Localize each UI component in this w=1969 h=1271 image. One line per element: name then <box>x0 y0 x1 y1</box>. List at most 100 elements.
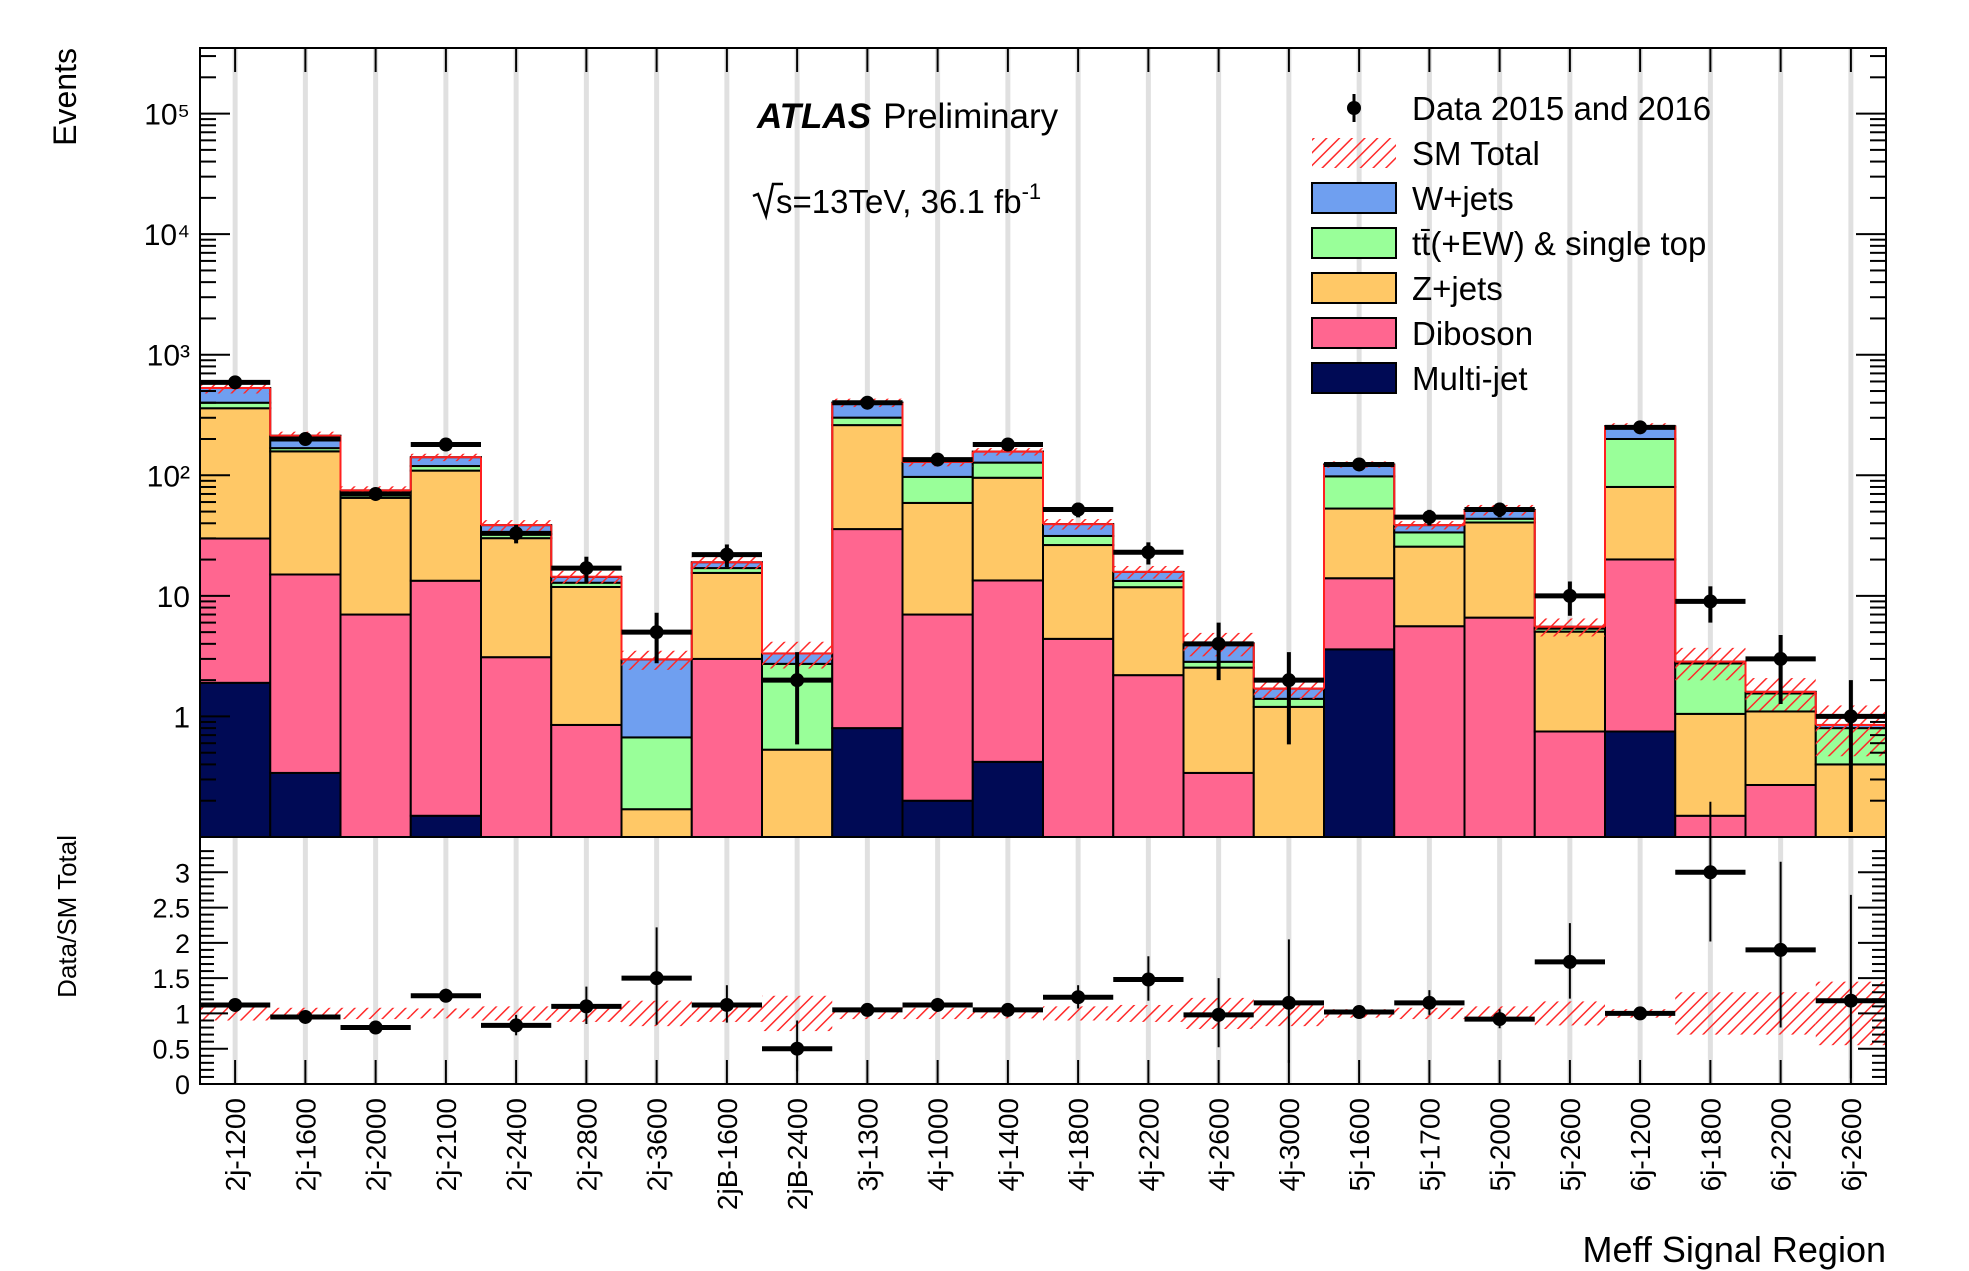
ratio-point <box>438 988 453 1003</box>
x-axis-title: Meff Signal Region <box>1582 1229 1886 1270</box>
x-tick-label: 6j-1800 <box>1695 1098 1726 1191</box>
x-tick-label: 4j-3000 <box>1274 1098 1305 1191</box>
svg-text:s=13TeV, 36.1 fb-1: s=13TeV, 36.1 fb-1 <box>776 179 1041 220</box>
ratio-point <box>1281 995 1296 1010</box>
x-tick-label: 3j-1300 <box>852 1098 883 1191</box>
data-point <box>1562 588 1577 603</box>
data-point <box>228 375 243 390</box>
bar-z-jets <box>1533 630 1606 733</box>
bar-z-jets <box>269 450 342 576</box>
y-tick-label: 1 <box>173 701 190 734</box>
ratio-points <box>200 801 1886 1079</box>
data-point <box>1703 594 1718 609</box>
bar-multi-jet <box>409 814 482 837</box>
plot-frames <box>199 47 1887 1085</box>
x-tick-label: 2j-2000 <box>361 1098 392 1191</box>
bar-tt-ew-single-top <box>1323 475 1396 510</box>
x-tick-label: 5j-1700 <box>1414 1098 1445 1191</box>
ratio-point <box>1633 1006 1648 1021</box>
ratio-point <box>1422 995 1437 1010</box>
bar-diboson <box>831 528 904 730</box>
ratio-y-tick-label: 3 <box>175 858 190 888</box>
legend-swatch <box>1311 182 1397 214</box>
ratio-point <box>1071 990 1086 1005</box>
x-tick-label: 5j-2600 <box>1555 1098 1586 1191</box>
bar-z-jets <box>200 407 272 540</box>
data-point <box>1141 545 1156 560</box>
legend: Data 2015 and 2016 SM Total W+jets tt̄(+EW)… <box>1311 90 1711 397</box>
ratio-point <box>1773 942 1788 957</box>
data-point <box>298 432 313 447</box>
bar-diboson <box>269 573 342 774</box>
data-point <box>368 486 383 501</box>
ratio-point <box>649 971 664 986</box>
bar-tt-ew-single-top <box>971 461 1044 479</box>
ratio-point <box>1492 1012 1507 1027</box>
ratio-y-tick-label: 2 <box>175 929 190 959</box>
bar-tt-ew-single-top <box>1393 531 1466 548</box>
legend-label: SM Total <box>1412 135 1540 172</box>
bar-diboson <box>1463 616 1536 837</box>
legend-label: Z+jets <box>1412 270 1503 307</box>
bar-diboson <box>1744 783 1817 837</box>
bar-z-jets <box>901 501 974 616</box>
legend-swatch <box>1311 272 1397 304</box>
bar-tt-ew-single-top <box>831 416 904 427</box>
bar-z-jets <box>550 585 623 726</box>
ratio-y-tick-label: 0 <box>175 1070 190 1100</box>
x-tick-label: 4j-1800 <box>1063 1098 1094 1191</box>
bar-diboson <box>1112 674 1185 837</box>
bar-z-jets <box>620 808 693 837</box>
bar-diboson <box>1182 771 1255 837</box>
bar-tt-ew-single-top <box>901 475 974 504</box>
bar-z-jets <box>1393 545 1466 628</box>
bar-z-jets <box>339 496 412 616</box>
energy-text: s=13TeV, 36.1 fb <box>776 183 1022 220</box>
atlas-label: ATLAS Preliminary <box>756 97 1059 136</box>
energy-label: s=13TeV, 36.1 fb-1 <box>752 179 1041 221</box>
bar-z-jets <box>409 469 482 582</box>
bar-tt-ew-single-top <box>620 736 693 811</box>
legend-label: Multi-jet <box>1412 360 1528 397</box>
y-axis-title: Events <box>47 48 83 146</box>
bar-diboson <box>1604 558 1677 733</box>
bar-multi-jet <box>901 799 974 837</box>
atlas-status: Preliminary <box>883 97 1059 136</box>
bar-z-jets <box>480 537 553 659</box>
data-point <box>438 437 453 452</box>
bar-z-jets <box>1674 712 1747 817</box>
data-point <box>1773 651 1788 666</box>
legend-data-marker <box>1347 101 1361 115</box>
ratio-point <box>1703 865 1718 880</box>
ratio-point <box>790 1041 805 1056</box>
x-tick-label: 2j-1600 <box>290 1098 321 1191</box>
data-point <box>930 452 945 467</box>
category-gridlines-ratio <box>232 837 1854 1084</box>
bar-z-jets <box>1182 666 1255 774</box>
bar-z-jets <box>1744 710 1817 786</box>
x-tick-label: 5j-2000 <box>1485 1098 1516 1191</box>
stack-outlines <box>200 386 1886 726</box>
x-tick-label: 2j-2400 <box>501 1098 532 1191</box>
bar-z-jets <box>690 571 763 660</box>
axis-labels: 1 10 10² 10³ 10⁴ 10⁵ 0 0.5 1 1.5 2 2.5 3 2j-1200 2j-16… <box>144 99 1867 1210</box>
legend-label: Data 2015 and 2016 <box>1412 90 1711 127</box>
axis-ticks <box>200 48 1886 1085</box>
data-point <box>860 395 875 410</box>
ratio-y-tick-label: 1.5 <box>152 964 190 994</box>
data-point <box>1352 457 1367 472</box>
bar-z-jets <box>761 748 834 837</box>
legend-label: W+jets <box>1412 180 1514 217</box>
ratio-hatch <box>481 1006 552 1021</box>
data-point <box>790 673 805 688</box>
x-tick-label: 6j-2600 <box>1836 1098 1867 1191</box>
ratio-point <box>930 997 945 1012</box>
y-tick-label: 10² <box>147 460 190 493</box>
bar-z-jets <box>1604 485 1677 561</box>
data-point <box>509 526 524 541</box>
data-point <box>1071 502 1086 517</box>
bar-tt-ew-single-top <box>1604 437 1677 488</box>
bar-z-jets <box>1042 544 1115 640</box>
